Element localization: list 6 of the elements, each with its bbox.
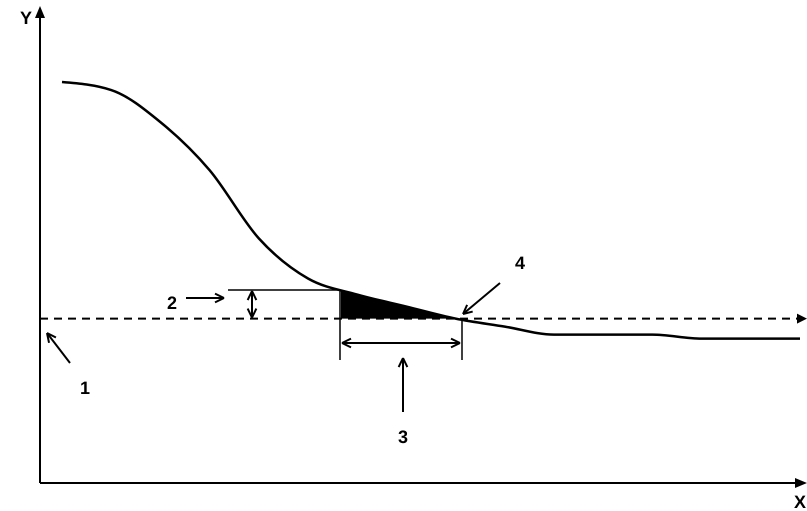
y-axis-title: Y xyxy=(20,8,32,28)
annotation: 4 xyxy=(514,253,526,273)
x-axis-title: X xyxy=(794,492,806,511)
annotation: 3 xyxy=(398,427,408,447)
annotation: 2 xyxy=(166,293,178,313)
annotation: 1 xyxy=(80,378,90,398)
